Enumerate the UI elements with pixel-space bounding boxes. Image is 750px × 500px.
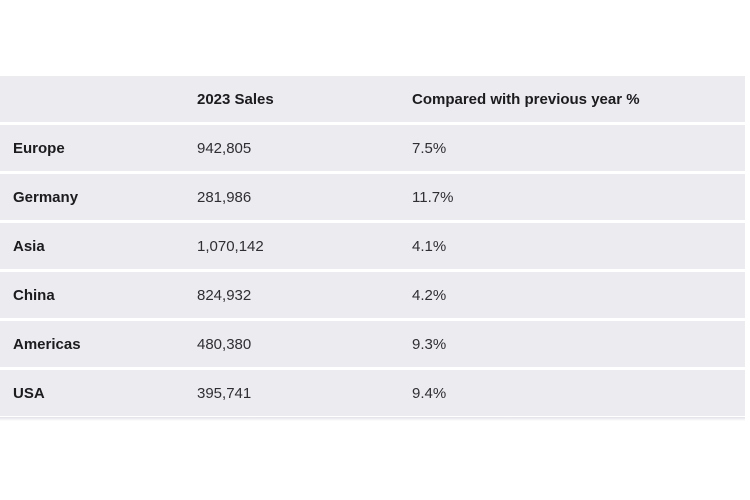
table-row: Germany 281,986 11.7% — [0, 174, 745, 220]
table-header-row: 2023 Sales Compared with previous year % — [0, 76, 745, 122]
table-row: Americas 480,380 9.3% — [0, 321, 745, 367]
table-bottom-shadow — [0, 417, 745, 421]
header-change-vs-previous-year: Compared with previous year % — [412, 90, 640, 108]
region-cell: Europe — [13, 139, 65, 157]
change-cell: 9.3% — [412, 335, 447, 353]
table-row: China 824,932 4.2% — [0, 272, 745, 318]
sales-cell: 395,741 — [197, 384, 252, 402]
sales-cell: 480,380 — [197, 335, 252, 353]
change-cell: 4.2% — [412, 286, 447, 304]
table-row: USA 395,741 9.4% — [0, 370, 745, 416]
header-2023-sales: 2023 Sales — [197, 90, 274, 108]
region-cell: Asia — [13, 237, 45, 255]
change-cell: 4.1% — [412, 237, 447, 255]
region-cell: Americas — [13, 335, 81, 353]
sales-table: 2023 Sales Compared with previous year %… — [0, 76, 745, 416]
sales-cell: 281,986 — [197, 188, 252, 206]
sales-cell: 824,932 — [197, 286, 252, 304]
sales-cell: 942,805 — [197, 139, 252, 157]
change-cell: 7.5% — [412, 139, 447, 157]
sales-cell: 1,070,142 — [197, 237, 264, 255]
table-row: Europe 942,805 7.5% — [0, 125, 745, 171]
region-cell: USA — [13, 384, 45, 402]
region-cell: China — [13, 286, 55, 304]
change-cell: 11.7% — [412, 188, 454, 206]
table-row: Asia 1,070,142 4.1% — [0, 223, 745, 269]
region-cell: Germany — [13, 188, 79, 206]
change-cell: 9.4% — [412, 384, 447, 402]
